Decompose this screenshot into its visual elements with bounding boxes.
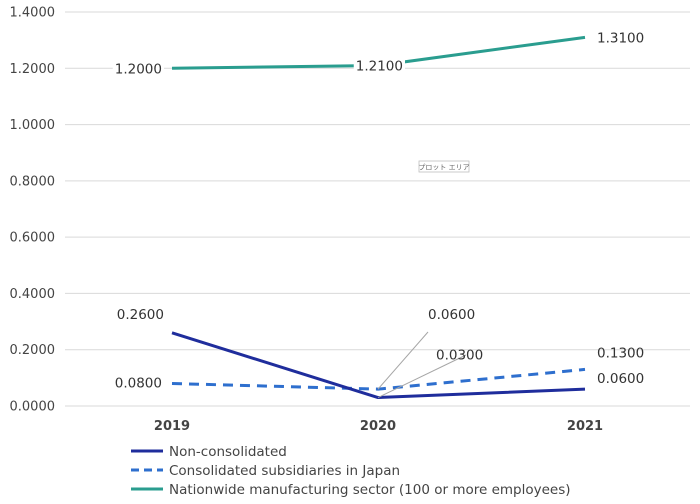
data-label: 0.0300 <box>436 348 483 364</box>
data-label: 0.0800 <box>115 375 162 391</box>
y-tick-label: 1.0000 <box>10 118 56 133</box>
series-lines <box>171 35 586 400</box>
data-label: 0.1300 <box>597 345 644 361</box>
data-label: 0.0600 <box>428 307 475 323</box>
series-line-1 <box>171 367 586 391</box>
leader-lines <box>377 331 467 399</box>
y-tick-label: 0.6000 <box>10 231 56 246</box>
data-label: 1.3100 <box>597 30 644 46</box>
plot-area-tag-group: プロット エリア <box>418 160 470 173</box>
data-label-background <box>353 57 405 76</box>
x-tick-label: 2019 <box>154 419 190 434</box>
x-tick-label: 2020 <box>360 419 396 434</box>
data-label: 0.0600 <box>597 371 644 387</box>
y-axis-ticks: 0.0000 0.2000 0.4000 0.6000 0.8000 1.0000 1.20… <box>10 6 56 415</box>
data-label-background <box>112 60 164 79</box>
legend-entry: Non-consolidated <box>169 444 287 460</box>
y-tick-label: 0.0000 <box>10 400 56 415</box>
leader-line <box>377 331 429 390</box>
x-tick-label: 2021 <box>567 419 603 434</box>
y-tick-label: 0.4000 <box>10 287 56 302</box>
plot-area-tag-box <box>418 160 470 173</box>
leader-line <box>377 354 467 399</box>
legend: Non-consolidated Consolidated subsidiarie… <box>131 444 571 498</box>
data-label-background <box>595 29 647 48</box>
y-tick-label: 1.2000 <box>10 62 56 77</box>
legend-entry: Nationwide manufacturing sector (100 or … <box>169 482 571 498</box>
y-tick-label: 1.4000 <box>10 6 56 21</box>
plot-area-tag: プロット エリア <box>418 164 469 172</box>
y-tick-label: 0.8000 <box>10 174 56 189</box>
data-label: 0.2600 <box>117 307 164 323</box>
data-label: 1.2100 <box>356 58 403 74</box>
x-axis-ticks: 2019 2020 2021 <box>154 419 603 434</box>
y-tick-label: 0.2000 <box>10 343 56 358</box>
data-labels: 0.2600 0.0300 0.0600 0.0800 0.0600 0.1300 1.20… <box>112 29 647 391</box>
legend-entry: Consolidated subsidiaries in Japan <box>169 463 400 479</box>
data-label: 1.2000 <box>115 61 162 77</box>
gridlines <box>65 11 690 407</box>
